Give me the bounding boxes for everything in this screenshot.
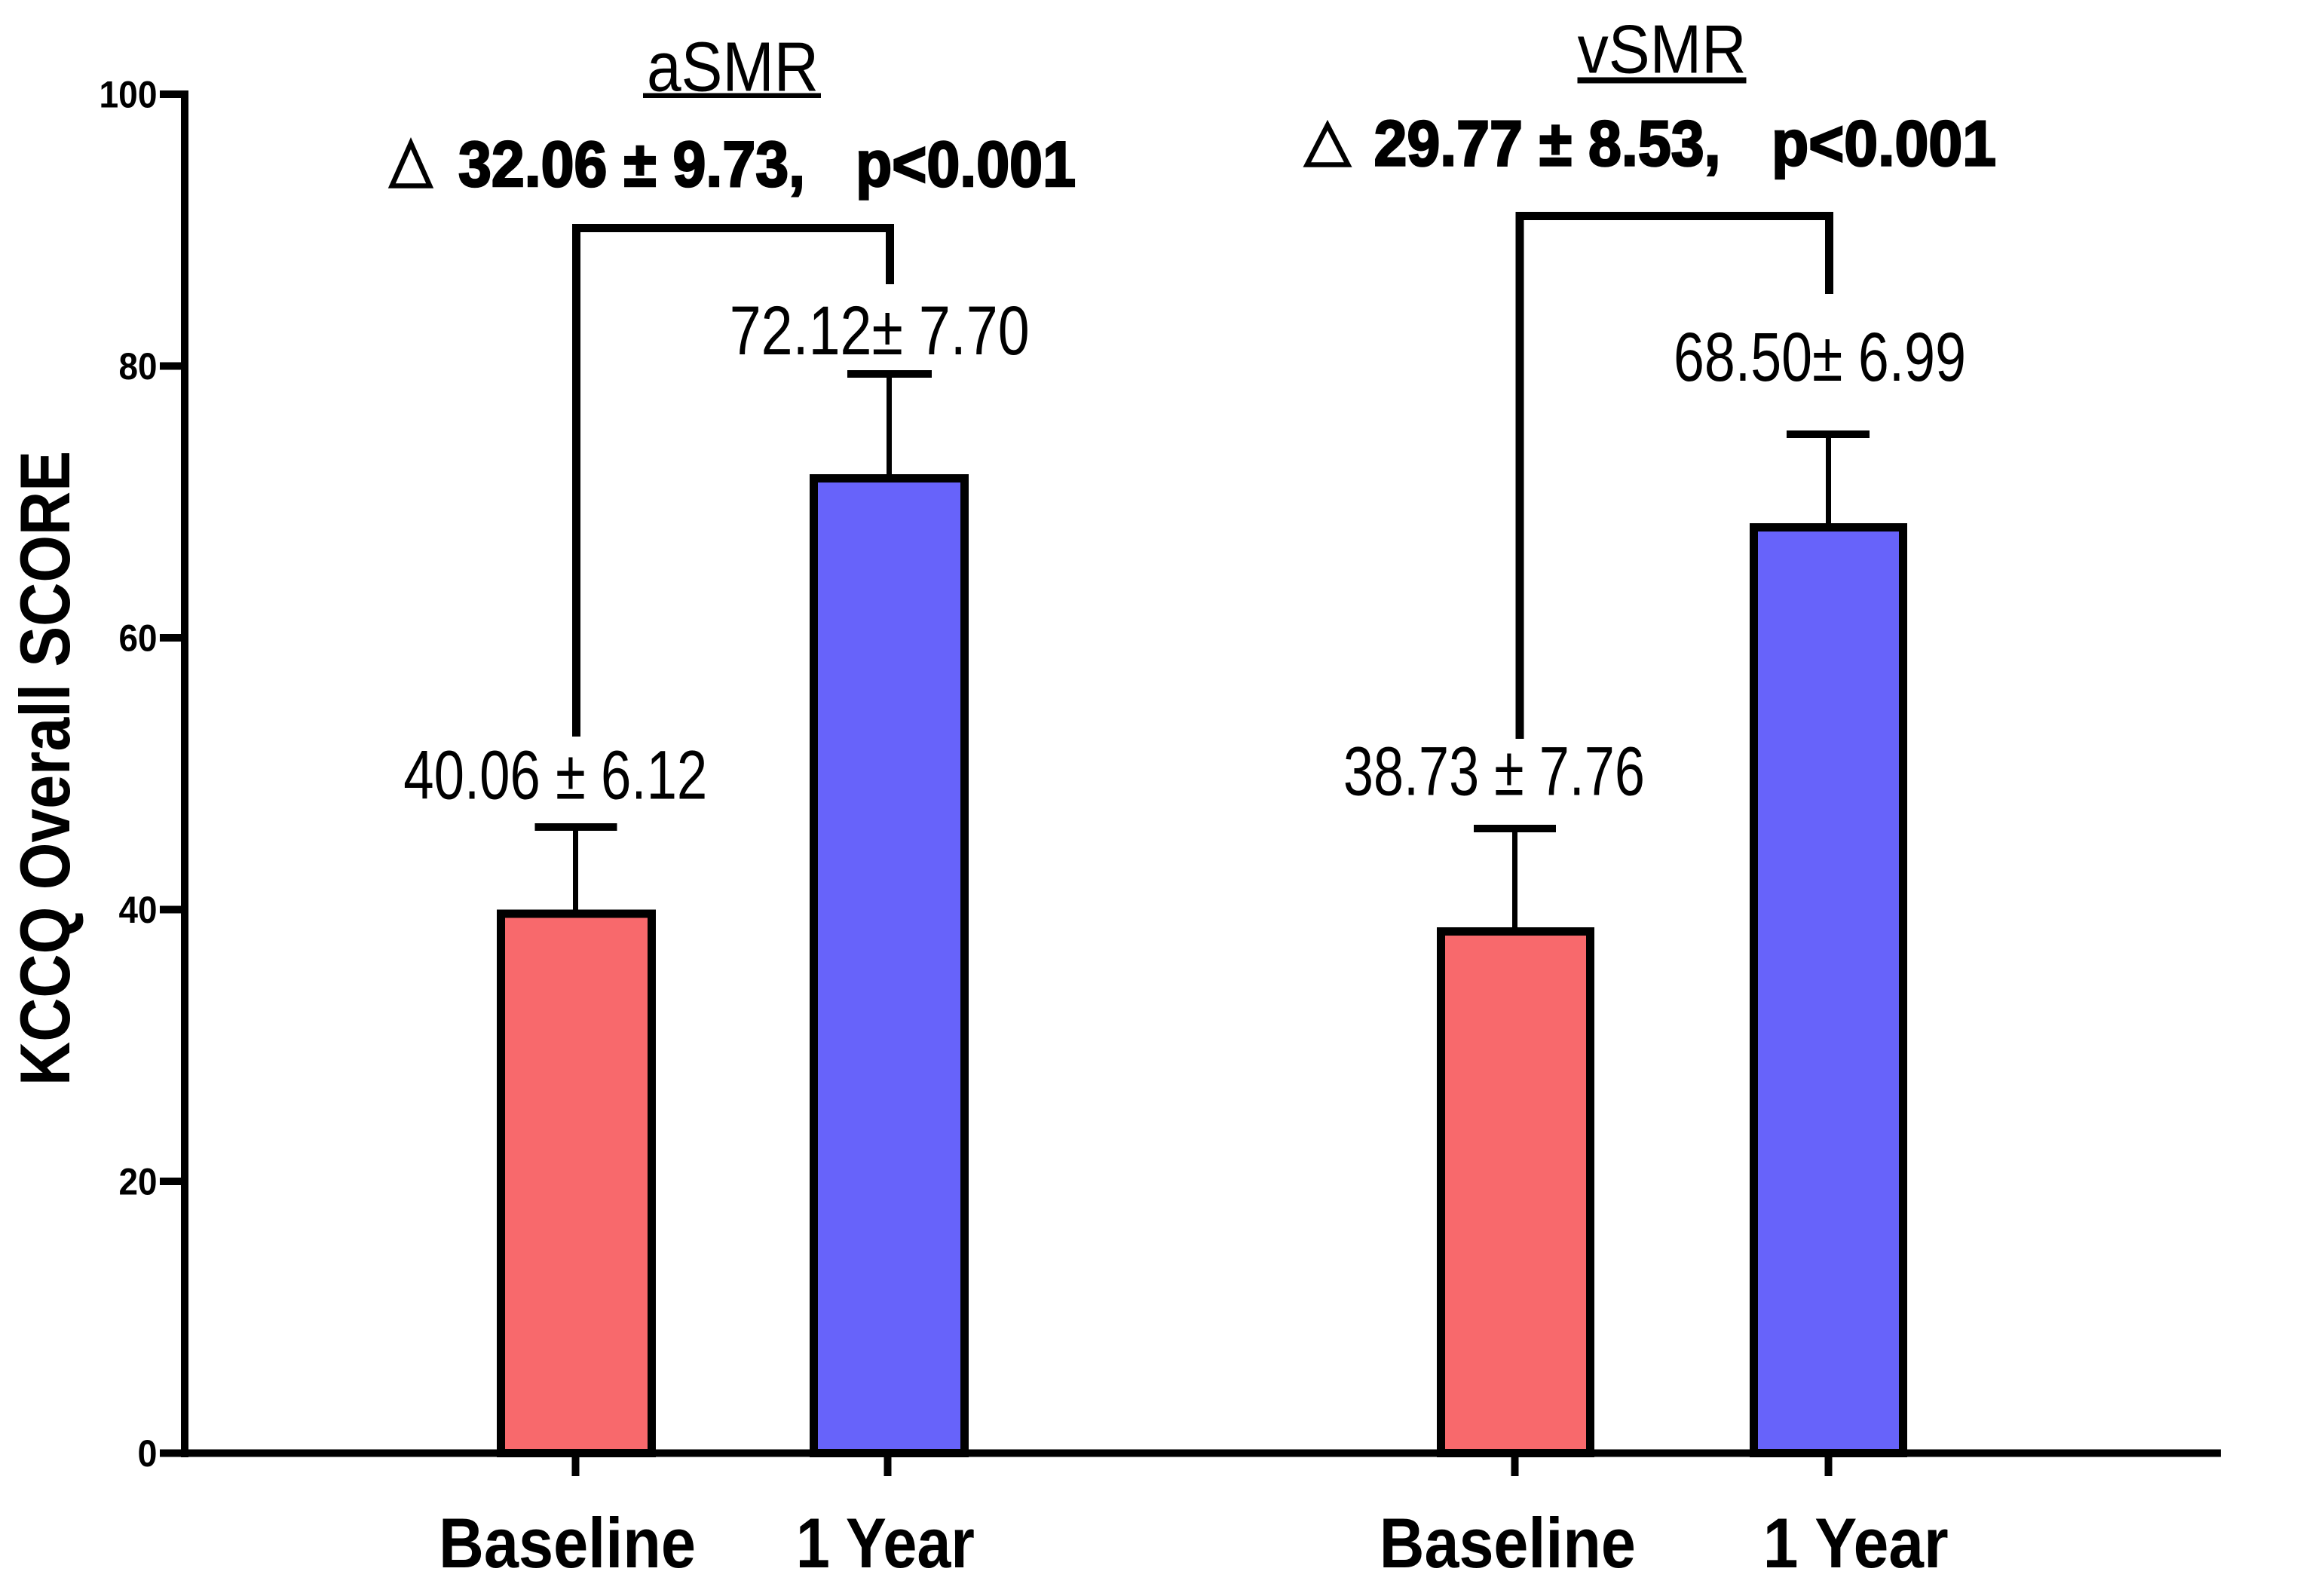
svg-text:38.73 ± 7.76: 38.73 ± 7.76: [1343, 734, 1645, 810]
svg-text:68.50± 6.99: 68.50± 6.99: [1674, 319, 1966, 396]
svg-text:32.06 ± 9.73,: 32.06 ± 9.73,: [458, 129, 805, 201]
svg-text:KCCQ Overall SCORE: KCCQ Overall SCORE: [5, 451, 84, 1086]
svg-text:vSMR: vSMR: [1578, 11, 1747, 87]
svg-text:Baseline: Baseline: [1380, 1503, 1636, 1582]
svg-text:p<0.001: p<0.001: [1772, 108, 1996, 179]
svg-text:0: 0: [138, 1432, 158, 1475]
svg-text:1 Year: 1 Year: [796, 1503, 975, 1582]
svg-text:80: 80: [119, 345, 158, 388]
svg-text:p<0.001: p<0.001: [856, 129, 1076, 201]
svg-text:Baseline: Baseline: [439, 1503, 696, 1582]
svg-text:29.77 ± 8.53,: 29.77 ± 8.53,: [1374, 108, 1721, 179]
svg-text:20: 20: [119, 1161, 158, 1203]
svg-text:aSMR: aSMR: [647, 28, 819, 106]
svg-text:40.06 ± 6.12: 40.06 ± 6.12: [403, 737, 707, 814]
svg-text:1 Year: 1 Year: [1763, 1503, 1949, 1582]
svg-text:72.12± 7.70: 72.12± 7.70: [730, 293, 1030, 369]
svg-text:60: 60: [119, 617, 158, 660]
svg-text:100: 100: [100, 74, 158, 116]
svg-text:40: 40: [119, 889, 158, 931]
